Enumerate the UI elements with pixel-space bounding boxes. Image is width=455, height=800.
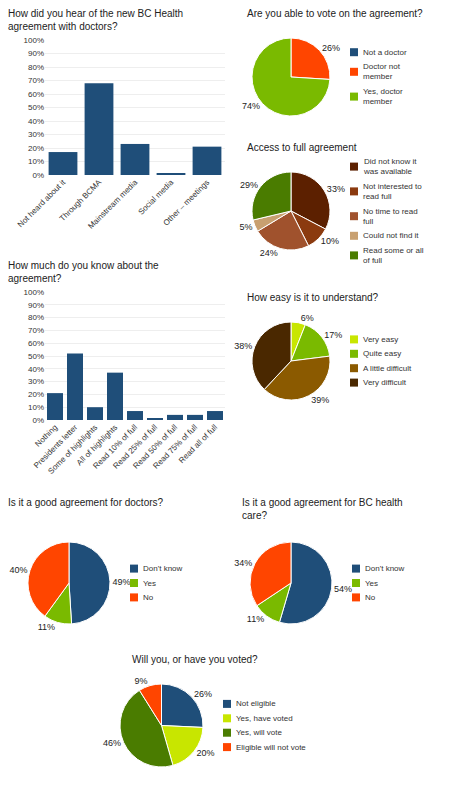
svg-text:20%: 20% (28, 390, 44, 399)
svg-text:39%: 39% (311, 395, 329, 405)
svg-text:33%: 33% (327, 184, 345, 194)
svg-text:Very easy: Very easy (363, 335, 398, 344)
svg-text:26%: 26% (322, 43, 340, 53)
svg-text:Read 25% of full: Read 25% of full (111, 423, 159, 471)
svg-text:11%: 11% (38, 622, 55, 632)
svg-text:No: No (365, 593, 376, 602)
svg-text:40%: 40% (9, 565, 27, 575)
svg-text:11%: 11% (247, 614, 264, 624)
svg-text:Quite easy: Quite easy (363, 349, 401, 358)
svg-text:All of highlights: All of highlights (75, 423, 119, 467)
svg-text:100%: 100% (24, 36, 44, 45)
svg-text:74%: 74% (242, 101, 260, 111)
svg-text:20%: 20% (28, 144, 44, 153)
svg-text:0%: 0% (32, 171, 44, 180)
svg-text:29%: 29% (240, 180, 258, 190)
svg-text:How did you hear of the new BC: How did you hear of the new BC Healthagr… (8, 8, 183, 32)
svg-text:80%: 80% (28, 313, 44, 322)
svg-text:30%: 30% (28, 377, 44, 386)
svg-text:24%: 24% (260, 248, 278, 258)
svg-text:Read some or allof full: Read some or allof full (363, 246, 424, 265)
svg-text:Yes, have voted: Yes, have voted (236, 714, 293, 723)
svg-text:38%: 38% (234, 341, 252, 351)
svg-text:A little difficult: A little difficult (363, 364, 412, 373)
svg-text:60%: 60% (28, 339, 44, 348)
svg-text:Other – meetings: Other – meetings (161, 178, 211, 228)
svg-text:Are you able to vote on the ag: Are you able to vote on the agreement? (247, 8, 423, 19)
svg-text:Nothing: Nothing (33, 423, 59, 449)
svg-text:Read 50% of full: Read 50% of full (131, 423, 179, 471)
svg-text:50%: 50% (28, 103, 44, 112)
svg-text:Yes, doctormember: Yes, doctormember (363, 87, 403, 106)
svg-text:70%: 70% (28, 76, 44, 85)
svg-text:0%: 0% (32, 416, 44, 425)
svg-text:Read 75% of full: Read 75% of full (151, 423, 199, 471)
svg-text:No: No (143, 593, 154, 602)
svg-text:40%: 40% (28, 117, 44, 126)
svg-text:50%: 50% (28, 352, 44, 361)
svg-text:Not heard about it: Not heard about it (16, 177, 68, 229)
svg-text:26%: 26% (194, 689, 212, 699)
svg-text:Could not find it: Could not find it (363, 231, 419, 240)
svg-text:30%: 30% (28, 130, 44, 139)
svg-text:Very difficult: Very difficult (363, 378, 407, 387)
svg-text:Read all of full: Read all of full (177, 423, 219, 465)
svg-text:Don't know: Don't know (365, 564, 405, 573)
svg-text:Did not know itwas available: Did not know itwas available (363, 157, 417, 176)
svg-text:20%: 20% (197, 748, 215, 758)
svg-text:Through BCMA: Through BCMA (58, 177, 104, 223)
svg-text:Access to full agreement: Access to full agreement (247, 142, 357, 153)
svg-text:Read 10% of full: Read 10% of full (91, 423, 139, 471)
svg-text:Some of highlights: Some of highlights (46, 423, 99, 476)
svg-text:No time to readfull: No time to readfull (363, 207, 418, 226)
svg-text:Is it a good agreement for BC: Is it a good agreement for BC healthcare… (242, 497, 403, 521)
svg-text:60%: 60% (28, 90, 44, 99)
svg-text:9%: 9% (135, 676, 148, 686)
svg-text:Social media: Social media (136, 177, 175, 216)
svg-text:10%: 10% (28, 403, 44, 412)
svg-text:Not interested toread full: Not interested toread full (363, 182, 422, 201)
svg-text:49%: 49% (112, 577, 130, 587)
svg-text:Not a doctor: Not a doctor (363, 48, 407, 57)
svg-text:34%: 34% (234, 558, 252, 568)
svg-text:How much do you know about the: How much do you know about theagreement? (8, 260, 159, 284)
svg-text:90%: 90% (28, 301, 44, 310)
svg-text:90%: 90% (28, 49, 44, 58)
svg-text:Yes, will vote: Yes, will vote (236, 728, 283, 737)
svg-text:Presidents letter: Presidents letter (32, 423, 79, 470)
svg-text:17%: 17% (324, 330, 342, 340)
svg-text:80%: 80% (28, 63, 44, 72)
svg-text:Will you, or have you voted?: Will you, or have you voted? (132, 654, 258, 665)
svg-text:10%: 10% (28, 157, 44, 166)
svg-text:Mainstream media: Mainstream media (86, 177, 139, 230)
svg-text:Eligible will not vote: Eligible will not vote (236, 743, 306, 752)
svg-text:100%: 100% (24, 288, 44, 297)
svg-text:40%: 40% (28, 365, 44, 374)
svg-text:70%: 70% (28, 326, 44, 335)
svg-text:How easy is it to understand?: How easy is it to understand? (247, 292, 379, 303)
svg-text:6%: 6% (301, 313, 314, 323)
svg-text:10%: 10% (321, 236, 339, 246)
svg-text:54%: 54% (334, 584, 352, 594)
svg-text:Is it a good agreement for doc: Is it a good agreement for doctors? (8, 497, 164, 508)
svg-text:46%: 46% (103, 738, 121, 748)
svg-text:Don't know: Don't know (143, 564, 183, 573)
svg-text:Yes: Yes (143, 579, 156, 588)
svg-text:5%: 5% (239, 222, 252, 232)
svg-text:Not eligible: Not eligible (236, 699, 276, 708)
svg-text:Doctor notmember: Doctor notmember (363, 62, 401, 81)
svg-text:Yes: Yes (365, 579, 378, 588)
